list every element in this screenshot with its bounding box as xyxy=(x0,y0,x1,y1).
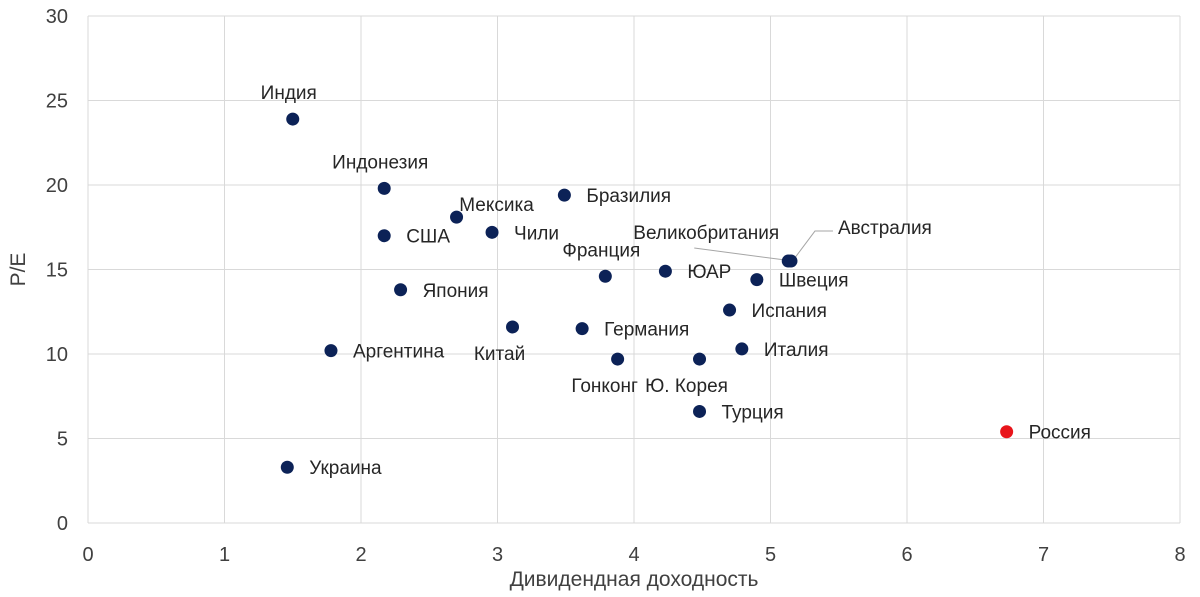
point-12 xyxy=(723,303,737,317)
point-label: Германия xyxy=(604,320,689,341)
x-tick-label: 0 xyxy=(82,544,93,566)
point-2 xyxy=(557,188,571,202)
x-tick-label: 7 xyxy=(1038,544,1049,566)
point-13 xyxy=(506,320,520,334)
point-15 xyxy=(324,344,338,358)
y-tick-label: 25 xyxy=(46,91,68,113)
point-19 xyxy=(693,404,707,418)
point-label: Китай xyxy=(474,344,525,365)
point-3 xyxy=(450,210,464,224)
point-18 xyxy=(693,352,707,366)
point-label: США xyxy=(406,227,450,248)
point-5 xyxy=(485,225,499,239)
y-tick-label: 30 xyxy=(46,6,68,28)
point-0 xyxy=(286,112,300,126)
point-label: Чили xyxy=(514,223,559,244)
point-label: Мексика xyxy=(459,195,534,216)
point-labels: Индия Индонезия Бразилия Мексика США Чили Вели… xyxy=(261,83,1091,479)
point-label: Бразилия xyxy=(586,186,671,207)
point-label: Япония xyxy=(423,281,489,302)
point-label: Ю. Корея xyxy=(645,376,728,397)
point-16 xyxy=(735,342,749,356)
point-8 xyxy=(598,269,612,283)
y-tick-label: 0 xyxy=(57,513,68,535)
point-label: Индия xyxy=(261,83,317,104)
x-axis-title: Дивидендная доходность xyxy=(510,568,759,591)
point-1 xyxy=(377,181,391,195)
point-label: Италия xyxy=(764,340,829,361)
x-tick-label: 2 xyxy=(355,544,366,566)
x-tick-label: 6 xyxy=(901,544,912,566)
y-tick-label: 20 xyxy=(46,175,68,197)
point-label: Австралия xyxy=(838,218,932,239)
point-label: Гонконг xyxy=(571,376,638,397)
point-label: ЮАР xyxy=(687,262,731,283)
y-axis-title: P/E xyxy=(7,253,30,287)
point-9 xyxy=(658,264,672,278)
point-label: Франция xyxy=(562,240,640,261)
point-17 xyxy=(611,352,625,366)
point-label: Турция xyxy=(722,402,784,423)
x-tick-label: 5 xyxy=(765,544,776,566)
point-14 xyxy=(575,322,589,336)
x-tick-label: 1 xyxy=(219,544,230,566)
x-tick-label: 4 xyxy=(628,544,639,566)
point-11 xyxy=(394,283,408,297)
point-4 xyxy=(377,229,391,243)
point-label: Швеция xyxy=(779,271,849,292)
point-label: Индонезия xyxy=(332,152,428,173)
point-21 xyxy=(280,460,294,474)
point-label: Россия xyxy=(1029,423,1091,444)
point-label: Украина xyxy=(309,458,382,479)
point-7 xyxy=(784,254,798,268)
point-label: Аргентина xyxy=(353,342,445,363)
point-label: Испания xyxy=(752,301,827,322)
y-tick-label: 15 xyxy=(46,260,68,282)
x-axis-ticks: 0 1 2 3 4 5 6 7 8 xyxy=(82,544,1185,566)
point-label: Великобритания xyxy=(633,223,779,244)
leader-lines xyxy=(694,230,833,261)
grid-lines xyxy=(87,15,1181,524)
point-20 xyxy=(1000,425,1014,439)
leader-line xyxy=(793,230,833,260)
x-tick-label: 8 xyxy=(1174,544,1185,566)
y-axis-ticks: 0 5 10 15 20 25 30 xyxy=(46,6,68,535)
y-tick-label: 10 xyxy=(46,344,68,366)
y-tick-label: 5 xyxy=(57,429,68,451)
data-points xyxy=(280,112,1014,474)
leader-line xyxy=(694,247,786,261)
point-10 xyxy=(750,273,764,287)
x-tick-label: 3 xyxy=(492,544,503,566)
